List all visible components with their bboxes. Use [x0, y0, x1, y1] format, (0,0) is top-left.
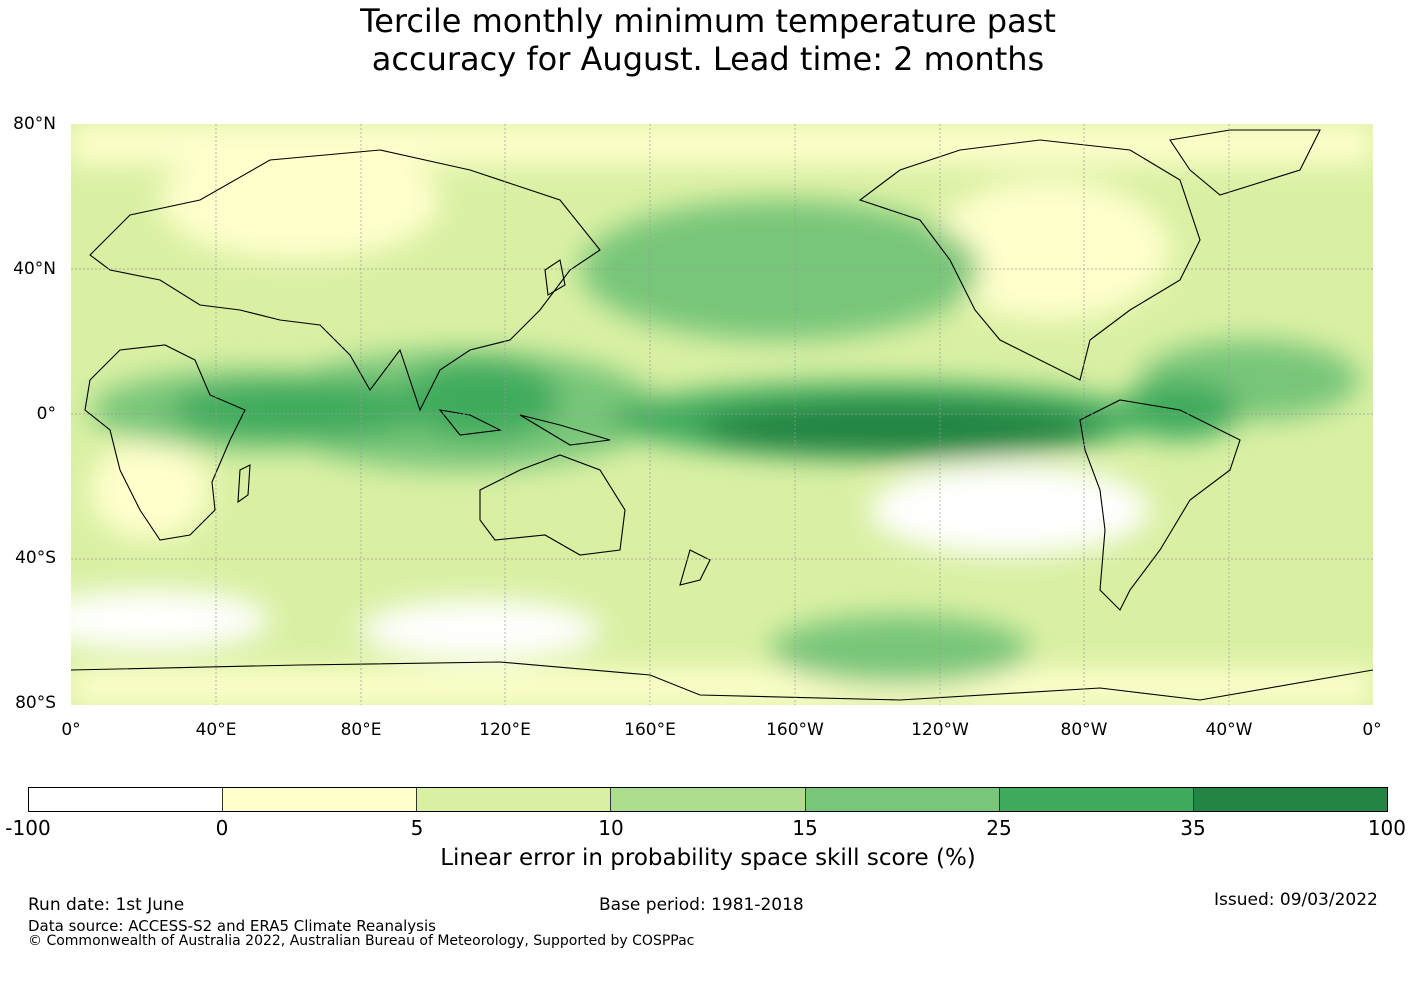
- colorbar-tick-1: 0: [215, 816, 229, 840]
- lon-label-40e: 40°E: [195, 720, 237, 740]
- colorbar-label: Linear error in probability space skill …: [440, 845, 976, 871]
- skill-score-map: [71, 124, 1373, 705]
- lat-label-80n: 80°N: [13, 114, 56, 134]
- lon-label-160w: 160°W: [766, 720, 824, 740]
- colorbar-tick-5: 25: [986, 816, 1012, 840]
- graticule: [71, 124, 1373, 705]
- colorbar-segment-5: [805, 788, 1000, 811]
- base-period: Base period: 1981-2018: [599, 895, 804, 915]
- colorbar-tick-3: 10: [598, 816, 624, 840]
- lat-label-80s: 80°S: [15, 693, 56, 713]
- colorbar-segment-1: [29, 788, 224, 811]
- colorbar-tick-7: 100: [1367, 816, 1406, 840]
- title-line-2: accuracy for August. Lead time: 2 months: [371, 40, 1045, 78]
- colorbar-segment-4: [611, 788, 806, 811]
- lon-label-160e: 160°E: [624, 720, 676, 740]
- issued-date: Issued: 09/03/2022: [1214, 890, 1378, 910]
- run-date: Run date: 1st June: [28, 895, 185, 915]
- colorbar-segment-3: [417, 788, 612, 811]
- copyright: © Commonwealth of Australia 2022, Austra…: [28, 933, 695, 949]
- lat-label-0: 0°: [36, 404, 56, 424]
- colorbar-tick-4: 15: [792, 816, 818, 840]
- map-area: [0, 110, 1416, 750]
- colorbar: [28, 787, 1388, 812]
- lon-label-40w: 40°W: [1205, 720, 1253, 740]
- lon-label-0-right: 0°: [1362, 720, 1382, 740]
- lon-label-0-left: 0°: [61, 720, 81, 740]
- colorbar-tick-6: 35: [1180, 816, 1206, 840]
- lat-label-40n: 40°N: [13, 259, 56, 279]
- colorbar-segment-7: [1193, 788, 1387, 811]
- lon-label-120w: 120°W: [911, 720, 969, 740]
- coastlines: [71, 129, 1373, 701]
- colorbar-tick-0: -100: [5, 816, 51, 840]
- lat-label-40s: 40°S: [15, 548, 56, 568]
- colorbar-tick-2: 5: [410, 816, 424, 840]
- colorbar-segment-2: [223, 788, 418, 811]
- title-line-1: Tercile monthly minimum temperature past: [360, 2, 1056, 40]
- chart-title: Tercile monthly minimum temperature past…: [0, 2, 1416, 78]
- colorbar-segment-6: [999, 788, 1194, 811]
- lon-label-120e: 120°E: [479, 720, 531, 740]
- lon-label-80w: 80°W: [1060, 720, 1108, 740]
- data-source: Data source: ACCESS-S2 and ERA5 Climate …: [28, 917, 436, 935]
- lon-label-80e: 80°E: [340, 720, 382, 740]
